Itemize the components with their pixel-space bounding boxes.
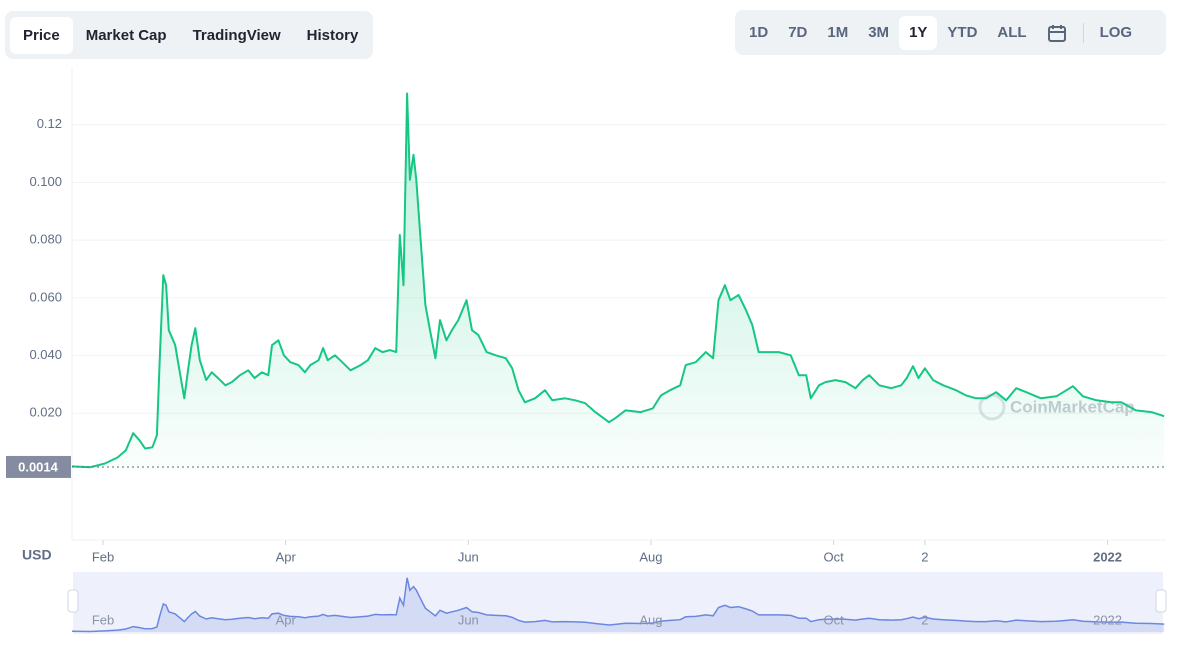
navigator-tick-label: Jun [458,612,479,627]
calendar-icon [1047,24,1066,42]
navigator-tick-label: Feb [92,612,114,627]
price-area [72,93,1165,471]
range-button[interactable]: 1Y [899,15,938,50]
price-line [71,92,1165,469]
range-button[interactable]: 3M [868,23,890,41]
price-marker-label: 0.0014 [18,459,59,474]
currency-label: USD [22,547,52,563]
navigator-tick-label: Oct [823,612,844,627]
y-tick-label: 0.020 [29,405,62,420]
price-marker-box [6,455,71,478]
x-tick-label: Oct [823,549,844,564]
navigator-handle[interactable] [67,589,79,613]
y-tick-label: 0.12 [37,116,62,131]
range-button[interactable]: 1D [749,23,769,41]
range-button[interactable]: YTD [947,23,978,41]
log-button[interactable]: LOG [1099,23,1133,41]
navigator-handle[interactable] [1155,589,1167,613]
navigator-tick-label: 2022 [1093,612,1122,627]
tab-group: Price Market Cap TradingView History [5,11,373,59]
range-button[interactable]: ALL [997,23,1027,41]
y-tick-label: 0.080 [29,232,62,247]
tab-button[interactable]: Price [10,16,73,54]
navigator-line [71,577,1165,633]
range-button[interactable]: 7D [788,23,808,41]
x-tick-label: 2022 [1093,549,1122,564]
tab-button[interactable]: TradingView [192,26,281,44]
separator [1082,22,1084,43]
tab-button[interactable]: Market Cap [85,26,167,44]
x-tick-label: Apr [276,549,297,564]
y-tick-label: 0.100 [29,174,62,189]
x-tick-label: 2 [921,549,928,564]
x-tick-label: Jun [458,549,479,564]
x-tick-label: Aug [639,549,662,564]
y-tick-label: 0.060 [29,289,62,304]
y-tick-label: 0.040 [29,347,62,362]
range-group: 1D 7D 1M 3M 1Y YTD ALL LOG [735,10,1166,55]
calendar-button[interactable] [1037,16,1077,50]
range-button[interactable]: 1M [827,23,849,41]
navigator-tick-label: 2 [921,612,928,627]
tab-button[interactable]: History [306,26,359,44]
navigator-tick-label: Apr [276,612,297,627]
navigator-tick-label: Aug [639,612,662,627]
navigator-area [72,577,1165,632]
x-tick-label: Feb [92,549,114,564]
